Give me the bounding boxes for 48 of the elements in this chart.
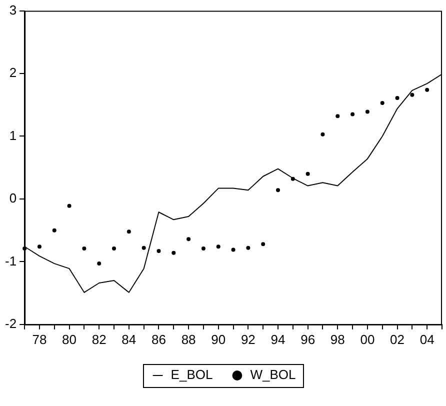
point: [52, 228, 56, 232]
x-tick-label: 04: [420, 332, 434, 347]
x-tick-label: 84: [122, 332, 136, 347]
y-tick-label: -2: [4, 316, 17, 331]
point: [276, 188, 280, 192]
point: [306, 172, 310, 176]
point: [37, 244, 42, 249]
y-tick-label: 3: [9, 2, 17, 18]
y-tick-label: 1: [9, 128, 17, 143]
x-tick-label: 96: [300, 332, 316, 347]
point: [67, 204, 72, 208]
x-tick-label: 78: [32, 332, 47, 347]
point: [172, 250, 176, 255]
legend-label: W_BOL: [250, 367, 296, 382]
point: [410, 92, 414, 97]
x-tick-label: 98: [330, 332, 345, 347]
x-tick-label: 86: [152, 332, 166, 347]
point: [97, 262, 102, 266]
x-tick-label: 82: [92, 332, 106, 347]
x-tick-label: 00: [360, 332, 375, 347]
point: [246, 246, 250, 250]
point: [186, 237, 191, 242]
point: [261, 242, 266, 246]
point: [320, 132, 325, 136]
x-tick-label: 80: [62, 332, 77, 347]
point: [425, 88, 430, 92]
point: [201, 246, 206, 251]
point: [112, 246, 116, 251]
point: [142, 246, 146, 250]
point: [350, 112, 355, 116]
point: [231, 248, 236, 252]
x-tick-label: 92: [240, 332, 256, 347]
point: [156, 249, 161, 254]
y-tick-label: -1: [4, 253, 17, 268]
y-tick-label: 2: [9, 65, 17, 80]
y-tick-label: 0: [9, 190, 17, 206]
point: [380, 101, 384, 105]
point: [126, 230, 131, 234]
x-tick-label: 90: [211, 332, 226, 347]
point: [365, 110, 370, 114]
x-tick-label: 02: [390, 332, 405, 347]
point: [216, 244, 220, 249]
point: [336, 114, 340, 118]
legend-label: E_BOL: [170, 367, 213, 382]
point: [82, 246, 86, 251]
x-tick-label: 94: [270, 332, 286, 347]
point: [395, 96, 400, 100]
x-tick-label: 88: [181, 332, 196, 347]
